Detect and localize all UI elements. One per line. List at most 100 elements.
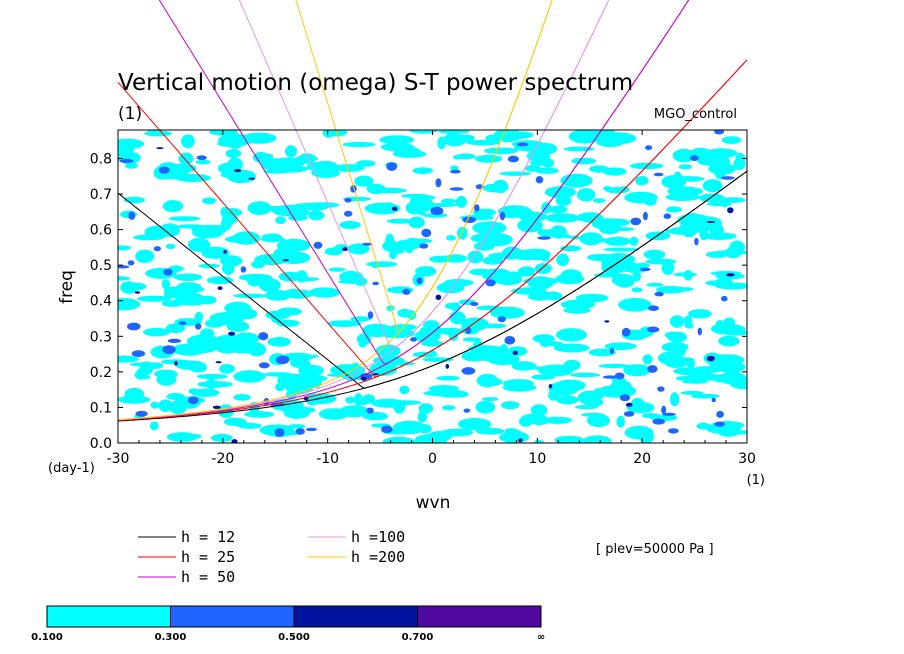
- power-blob-mid: [163, 268, 173, 276]
- power-blob-mid: [178, 321, 187, 326]
- power-blob-mid: [366, 407, 374, 414]
- power-blob: [399, 385, 410, 395]
- power-blob: [225, 149, 242, 158]
- power-blob: [386, 218, 414, 224]
- power-blob-mid: [652, 418, 665, 425]
- power-blob: [328, 267, 346, 272]
- power-blob-mid: [450, 169, 461, 174]
- power-blob: [118, 298, 141, 311]
- power-blob: [673, 367, 705, 376]
- power-blob: [132, 234, 165, 241]
- power-blob: [362, 323, 393, 338]
- power-blob: [393, 146, 422, 158]
- power-blob: [287, 424, 306, 429]
- power-blob: [669, 392, 680, 407]
- power-blob: [715, 282, 747, 290]
- power-blob: [505, 271, 523, 281]
- y-tick-label: 0.6: [90, 223, 112, 239]
- power-blob-mid: [663, 213, 672, 219]
- power-blob-mid: [274, 428, 285, 437]
- power-blob: [281, 352, 314, 362]
- power-blob: [273, 247, 296, 262]
- power-blob: [441, 198, 457, 204]
- power-blob: [345, 396, 356, 404]
- power-blob: [645, 231, 671, 241]
- power-blob-mid: [462, 216, 477, 223]
- power-blob: [324, 247, 343, 256]
- power-blob: [233, 293, 267, 299]
- power-blob: [517, 218, 543, 233]
- power-blob: [681, 227, 697, 238]
- axis-ticks: -30 -20 -10 0 10 20 30 0.0 0.1 0.2 0.3 0.4 0.5 0.6 0.7…: [90, 130, 756, 467]
- power-blob: [457, 134, 475, 142]
- power-blob: [371, 398, 406, 408]
- power-blob: [223, 417, 247, 427]
- power-blob-mid: [485, 279, 496, 287]
- power-blob: [493, 130, 522, 143]
- power-blob-mid: [603, 375, 617, 379]
- power-blob: [645, 258, 677, 265]
- power-blob-mid: [697, 327, 702, 336]
- power-blob: [542, 416, 573, 424]
- colorbar-segment: [46, 605, 171, 628]
- power-blob: [629, 236, 639, 246]
- power-blob: [135, 249, 155, 263]
- power-blob: [308, 210, 325, 221]
- power-blob-mid: [367, 311, 374, 319]
- power-blob: [418, 403, 434, 414]
- power-blob: [322, 130, 335, 138]
- power-blob: [149, 362, 164, 369]
- power-blob: [443, 278, 474, 287]
- power-blob-mid: [127, 260, 135, 266]
- power-blob: [276, 319, 300, 327]
- power-blob: [162, 200, 184, 213]
- power-blob: [206, 276, 234, 285]
- power-blob: [417, 411, 428, 423]
- power-blob: [588, 348, 617, 357]
- power-blob: [358, 339, 367, 348]
- power-blob: [369, 362, 398, 376]
- power-blob: [149, 421, 159, 431]
- power-blob: [264, 290, 291, 301]
- power-blob-mid: [128, 211, 136, 220]
- power-blob: [715, 157, 731, 166]
- colorbar-label: 0.500: [278, 632, 310, 643]
- power-blob: [481, 397, 499, 402]
- x-tick-label: -10: [316, 451, 339, 467]
- power-blob: [616, 415, 625, 428]
- power-blob: [118, 276, 131, 281]
- power-blob: [570, 136, 590, 141]
- power-blob: [632, 271, 641, 282]
- power-blob: [642, 354, 653, 365]
- power-blob: [507, 248, 523, 256]
- power-blob: [408, 216, 425, 229]
- power-blob: [156, 373, 177, 386]
- power-blob-mid: [344, 198, 352, 203]
- power-blob: [548, 390, 560, 401]
- power-blob-mid: [694, 237, 699, 246]
- power-blob: [678, 164, 692, 170]
- power-blob-mid: [499, 211, 506, 221]
- power-blob-mid: [654, 291, 664, 297]
- power-blob: [154, 165, 190, 180]
- power-blob-high: [212, 405, 221, 409]
- legend-label: h = 50: [181, 568, 235, 586]
- power-blob-mid: [661, 405, 667, 414]
- power-blob: [656, 285, 686, 294]
- power-blob-mid: [497, 316, 506, 323]
- power-blob-mid: [258, 362, 270, 369]
- power-blob: [327, 320, 362, 327]
- power-blob-high: [228, 331, 236, 336]
- power-blob-high: [518, 438, 523, 443]
- power-blob-high: [360, 376, 367, 381]
- power-blob: [624, 266, 647, 274]
- power-blob: [631, 287, 643, 293]
- power-blob: [220, 255, 243, 267]
- power-blob-mid: [647, 365, 658, 373]
- power-blob-mid: [623, 411, 635, 417]
- power-blob: [661, 261, 675, 275]
- power-blob: [702, 179, 723, 193]
- power-blob-high: [548, 384, 553, 389]
- power-blob: [589, 165, 609, 173]
- power-blob: [560, 299, 596, 310]
